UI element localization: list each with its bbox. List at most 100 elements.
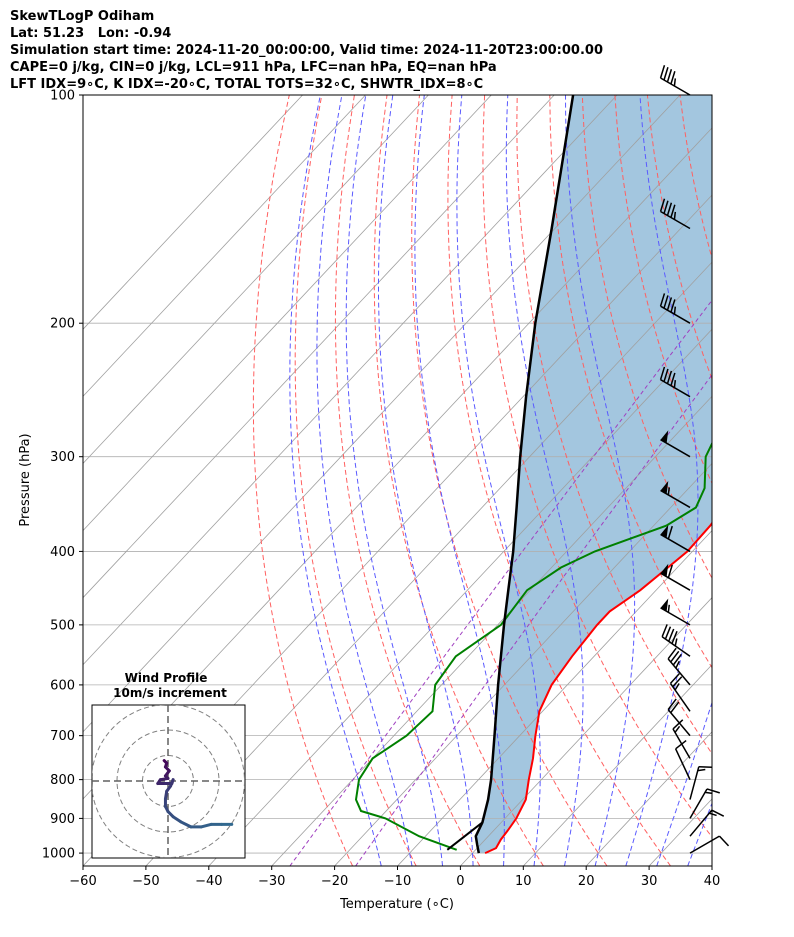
isotherm [83,95,492,532]
wind-barb [660,598,691,626]
wind-barb-full [659,198,666,212]
moist-adiabat [625,95,699,866]
wind-barb-full [670,372,676,386]
wind-barb-full [670,71,676,85]
parcel-line [474,95,575,854]
wind-barb-full [666,202,673,216]
wind-barb-flag [660,430,669,444]
wind-barb-half [673,211,677,220]
wind-barb [659,366,691,398]
wind-barb-half [674,638,678,647]
moist-adiabat [565,95,636,866]
y-tick-label: 800 [50,773,75,788]
dry-adiabat [252,95,354,866]
y-tick-label: 700 [50,729,75,744]
wind-barb-full [663,295,669,309]
wind-barb-staff [660,210,691,230]
wind-barb-half [709,812,717,817]
wind-barb-staff [660,305,691,324]
dry-adiabat [373,95,544,866]
time-line: Simulation start time: 2024-11-20_00:00:… [10,43,603,58]
hodograph-segment [171,815,183,824]
wind-barb-half [673,78,677,87]
hodograph-inset: Wind Profile 10m/s increment [91,671,246,859]
x-tick-label: −10 [384,874,411,889]
wind-barb-full [667,564,673,578]
y-tick-label: 100 [50,89,75,104]
x-tick-label: −30 [258,874,285,889]
x-tick-label: 10 [515,874,532,889]
wind-barb [661,624,691,657]
wind-barb [660,481,691,509]
dry-adiabat [516,95,712,755]
dry-adiabat [778,95,794,866]
wind-barb-full [663,67,669,81]
dry-adiabat [713,95,794,866]
wind-barb [667,698,691,737]
x-tick-label: 0 [456,874,464,889]
wind-barb-half [697,768,706,772]
hodograph-subtitle: 10m/s increment [113,686,227,700]
wind-barb-half [667,487,670,496]
x-tick-label: 30 [641,874,658,889]
isotherm [271,395,712,866]
wind-barb [659,293,691,324]
wind-barb-staff [660,439,691,458]
y-axis-label: Pressure (hPa) [18,433,33,526]
wind-barb-full [672,653,682,666]
x-axis-label: Temperature (∘C) [339,897,454,912]
wind-barb [659,198,691,230]
isotherm [83,95,303,330]
wind-barb [667,647,691,686]
wind-barb [660,430,691,458]
isotherm [83,95,429,465]
hodograph-segment [179,820,193,829]
wind-barb-half [704,791,713,795]
wind-barb-full [671,630,678,644]
wind-barb-full [666,69,673,83]
wind-barb-flag [660,481,669,494]
dry-adiabat [581,95,712,580]
wind-barb-full [711,809,725,817]
wind-barb-full [668,628,675,642]
dry-adiabat [447,95,672,866]
mixing-ratio-line [355,374,712,866]
x-tick-label: −20 [321,874,348,889]
wind-barb [660,525,691,553]
wind-barb-staff [669,682,691,712]
moist-adiabat [505,95,584,866]
moist-adiabat [719,95,794,866]
wind-barb-half [667,604,670,613]
isotherm [334,462,712,866]
hodograph-segment [199,822,213,829]
wind-barb-half [673,380,677,388]
wind-barb-full [670,650,680,663]
wind-barb [689,765,713,800]
moist-adiabat [345,95,444,866]
moist-adiabat [456,95,541,866]
wind-barb-full [667,525,673,540]
isotherm [145,261,712,866]
wind-barb-staff [660,77,691,96]
chart-title: SkewTLogP Odiham [10,9,155,24]
wind-barb-full [706,788,720,794]
isotherm [585,731,712,866]
wind-barb-full [667,698,677,711]
dry-adiabat [549,95,712,669]
temperature-line [484,521,712,855]
wind-barb-full [670,204,676,218]
wind-barb [660,563,691,591]
dry-adiabat [745,95,794,866]
wind-barb-full [675,740,687,750]
moist-adiabat [316,95,413,866]
wind-barb [689,835,730,854]
isotherm [83,95,681,733]
wind-barb-full [664,626,672,640]
x-tick-label: −60 [69,874,96,889]
moist-adiabat [378,95,474,866]
y-tick-label: 600 [50,678,75,693]
wind-barb-flag [660,598,669,612]
y-tick-label: 300 [50,450,75,465]
wind-barb-staff [689,809,713,837]
